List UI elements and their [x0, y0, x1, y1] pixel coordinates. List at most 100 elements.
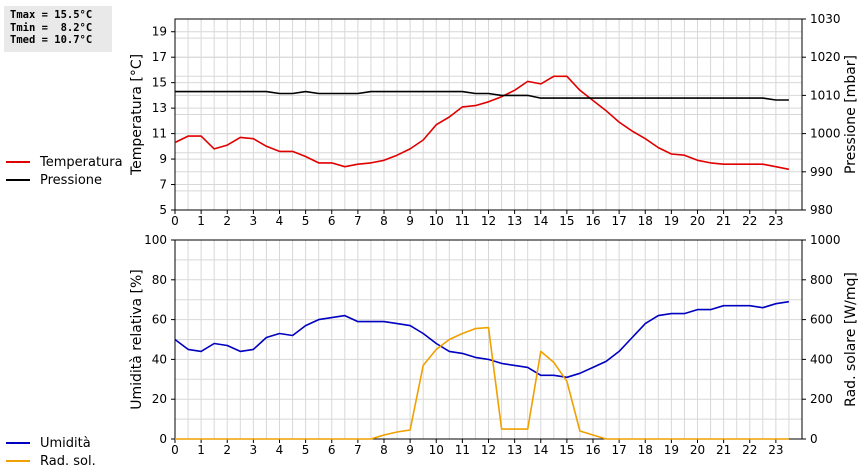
x-tick-label: 10 [429, 443, 444, 457]
x-tick-label: 14 [533, 214, 548, 228]
y-tick-label: 60 [152, 313, 167, 327]
x-tick-label: 2 [223, 443, 231, 457]
series-line-temperatura [174, 75, 790, 171]
x-tick-label: 9 [406, 443, 414, 457]
x-tick-label: 11 [455, 214, 470, 228]
legend-top: Temperatura Pressione [6, 153, 123, 189]
y-tick-label: 20 [152, 392, 167, 406]
x-tick-label: 22 [742, 443, 757, 457]
legend-swatch-pressione [6, 179, 30, 181]
x-tick-label: 17 [611, 214, 626, 228]
legend-label-pressione: Pressione [40, 172, 103, 188]
x-tick-label: 17 [611, 443, 626, 457]
x-tick-label: 3 [250, 443, 258, 457]
y2-tick-label: 800 [810, 273, 833, 287]
x-tick-label: 18 [638, 443, 653, 457]
y-tick-label: 80 [152, 273, 167, 287]
x-tick-label: 23 [768, 443, 783, 457]
x-tick-label: 5 [302, 443, 310, 457]
tmin-label: Tmin = 8.2°C [10, 21, 93, 34]
x-tick-label: 14 [533, 443, 548, 457]
y2-tick-label: 1030 [810, 12, 841, 26]
x-tick-label: 16 [585, 214, 600, 228]
y-tick-label: 19 [152, 25, 167, 39]
x-tick-label: 5 [302, 214, 310, 228]
y-tick-label: 17 [152, 50, 167, 64]
x-tick-label: 0 [171, 214, 179, 228]
y-tick-label: 7 [159, 178, 167, 192]
y-tick-label: 13 [152, 101, 167, 115]
x-tick-label: 13 [507, 443, 522, 457]
legend-swatch-rad-sol [6, 460, 30, 462]
chart-panel-0: 0 1 2 3 4 5 6 7 8 9 10 11 12 13 14 15 16 17 18 19 20 21 22 2357… [129, 12, 859, 228]
x-tick-label: 15 [559, 214, 574, 228]
y2-tick-label: 1010 [810, 88, 841, 102]
x-tick-label: 0 [171, 443, 179, 457]
x-tick-label: 18 [638, 214, 653, 228]
x-tick-label: 23 [768, 214, 783, 228]
x-tick-label: 1 [197, 443, 205, 457]
x-tick-label: 4 [276, 214, 284, 228]
x-tick-label: 7 [354, 214, 362, 228]
y-tick-label: 100 [144, 233, 167, 247]
x-tick-label: 21 [716, 443, 731, 457]
y-tick-label: 11 [152, 127, 167, 141]
series-line-pressione [175, 90, 789, 101]
y2-tick-label: 400 [810, 352, 833, 366]
y-tick-label: 5 [159, 203, 167, 217]
legend-swatch-temperatura [6, 161, 30, 163]
x-tick-label: 11 [455, 443, 470, 457]
y-tick-label: 15 [152, 76, 167, 90]
y-tick-label: 40 [152, 352, 167, 366]
y2-axis-label: Rad. solare [W/mq] [843, 272, 859, 407]
x-tick-label: 4 [276, 443, 284, 457]
x-tick-label: 19 [664, 214, 679, 228]
x-tick-label: 1 [197, 214, 205, 228]
chart-panel-1: 0 1 2 3 4 5 6 7 8 9 10 11 12 13 14 15 16 17 18 19 20 21 22 2302… [129, 233, 859, 457]
x-tick-label: 7 [354, 443, 362, 457]
y2-tick-label: 0 [810, 432, 818, 446]
legend-label-temperatura: Temperatura [40, 154, 123, 170]
x-tick-label: 12 [481, 443, 496, 457]
series-line-rad-sol [175, 326, 789, 440]
x-tick-label: 20 [690, 214, 705, 228]
y2-tick-label: 600 [810, 313, 833, 327]
legend-label-umidita: Umidità [40, 435, 91, 451]
x-tick-label: 19 [664, 443, 679, 457]
legend-swatch-umidita [6, 442, 30, 444]
y2-tick-label: 1000 [810, 127, 841, 141]
x-tick-label: 13 [507, 214, 522, 228]
x-tick-label: 9 [406, 214, 414, 228]
x-tick-label: 6 [328, 214, 336, 228]
x-tick-label: 10 [429, 214, 444, 228]
weather-charts: 0 1 2 3 4 5 6 7 8 9 10 11 12 13 14 15 16 17 18 19 20 21 22 2357… [129, 12, 859, 457]
x-tick-label: 6 [328, 443, 336, 457]
y2-tick-label: 990 [810, 165, 833, 179]
tmax-label: Tmax = 15.5°C [10, 9, 93, 21]
x-tick-label: 21 [716, 214, 731, 228]
y-axis-label: Temperatura [°C] [129, 54, 145, 176]
y-tick-label: 9 [159, 152, 167, 166]
x-tick-label: 12 [481, 214, 496, 228]
legend-item-pressione: Pressione [6, 171, 123, 189]
x-tick-label: 16 [585, 443, 600, 457]
y-tick-label: 0 [159, 432, 167, 446]
stats-box: Tmax = 15.5°C Tmin = 8.2°C Tmed = 10.7°C [4, 6, 112, 52]
y2-tick-label: 1020 [810, 50, 841, 64]
legend-item-umidita: Umidità [6, 434, 96, 452]
y-axis-label: Umidità relativa [%] [129, 269, 145, 410]
x-tick-label: 2 [223, 214, 231, 228]
x-tick-label: 8 [380, 443, 388, 457]
y2-tick-label: 980 [810, 203, 833, 217]
x-tick-label: 8 [380, 214, 388, 228]
x-tick-label: 3 [250, 214, 258, 228]
legend-item-temperatura: Temperatura [6, 153, 123, 171]
x-tick-label: 20 [690, 443, 705, 457]
tmed-label: Tmed = 10.7°C [10, 34, 93, 46]
y2-tick-label: 1000 [810, 233, 841, 247]
x-tick-label: 22 [742, 214, 757, 228]
x-tick-label: 15 [559, 443, 574, 457]
y2-axis-label: Pressione [mbar] [843, 55, 859, 174]
y2-tick-label: 200 [810, 392, 833, 406]
series-line-umidit [174, 300, 790, 379]
